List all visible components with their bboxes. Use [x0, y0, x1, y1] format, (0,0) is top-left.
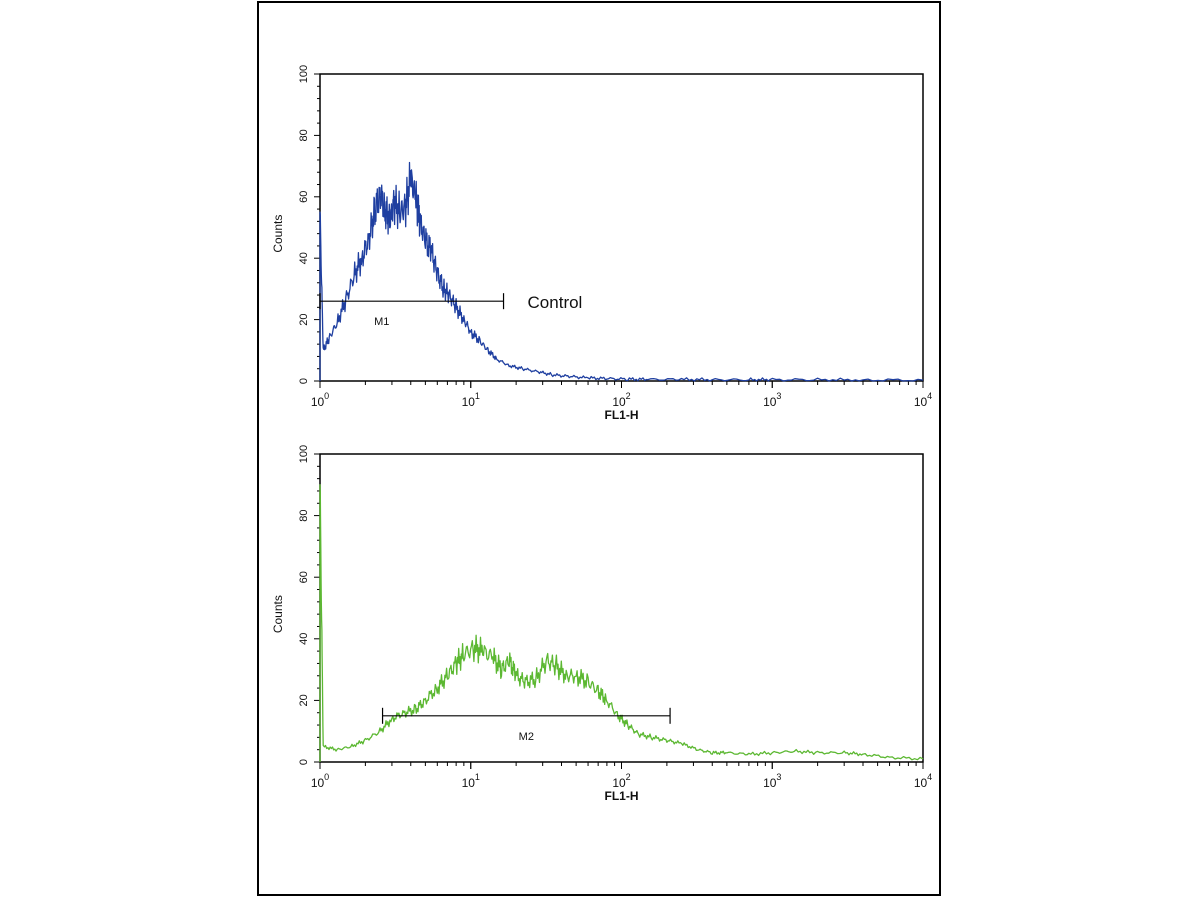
chart-2: 0 20 40 60 80 100 100 101 102 103 104 FL1-H Counts M2	[271, 445, 932, 803]
figure-frame: 0 20 40 60 80 100 100 101 102 103 104 FL1-H Counts M1…	[257, 1, 941, 896]
x-tick-label: 102	[612, 772, 630, 790]
histogram-series	[319, 484, 924, 762]
x-tick-label: 100	[311, 772, 329, 790]
plot-area	[319, 73, 924, 382]
x-axis-label: FL1-H	[605, 789, 639, 803]
y-tick-label: 80	[298, 129, 310, 141]
y-tick-label: 40	[298, 633, 310, 645]
x-tick-label: 104	[914, 391, 932, 409]
y-tick-label: 20	[298, 694, 310, 706]
x-tick-label: 104	[914, 772, 932, 790]
x-axis-label: FL1-H	[605, 408, 639, 422]
y-tick-label: 0	[298, 759, 310, 765]
y-axis-label: Counts	[271, 215, 285, 253]
y-tick-label: 80	[298, 509, 310, 521]
chart-1: 0 20 40 60 80 100 100 101 102 103 104 FL1-H Counts M1…	[271, 65, 932, 422]
y-tick-label: 0	[298, 378, 310, 384]
y-tick-label: 40	[298, 252, 310, 264]
x-tick-label: 102	[612, 391, 630, 409]
x-tick-label: 101	[462, 772, 480, 790]
y-tick-label: 100	[298, 445, 310, 463]
x-tick-label: 100	[311, 391, 329, 409]
y-tick-label: 60	[298, 571, 310, 583]
marker-label: M1	[374, 316, 389, 328]
y-tick-label: 100	[298, 65, 310, 83]
x-tick-label: 101	[462, 391, 480, 409]
y-axis-label: Counts	[271, 595, 285, 633]
figure-canvas: 0 20 40 60 80 100 100 101 102 103 104 FL1-H Counts M1…	[271, 65, 932, 803]
x-tick-label: 103	[763, 391, 781, 409]
histogram-series	[319, 161, 924, 382]
x-tick-label: 103	[763, 772, 781, 790]
y-tick-label: 20	[298, 313, 310, 325]
annotation-label: Control	[528, 293, 583, 312]
marker-label: M2	[519, 731, 534, 743]
y-tick-label: 60	[298, 191, 310, 203]
